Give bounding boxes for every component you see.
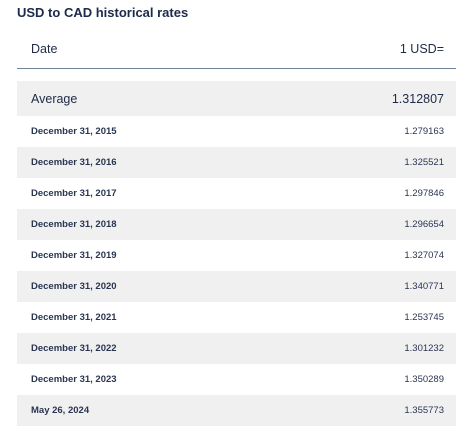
date-cell: December 31, 2018 [31,219,117,230]
data-row: December 31, 2023 1.350289 [17,364,456,395]
date-cell: December 31, 2016 [31,157,117,168]
rate-cell: 1.279163 [404,126,444,137]
rate-cell: 1.350289 [404,374,444,385]
date-cell: December 31, 2019 [31,250,117,261]
rate-cell: 1.296654 [404,219,444,230]
title: USD to CAD historical rates [17,5,189,20]
data-row: December 31, 2022 1.301232 [17,333,456,364]
average-label: Average [31,91,78,106]
rate-cell: 1.301232 [404,343,444,354]
date-cell: December 31, 2015 [31,126,117,137]
data-row: December 31, 2021 1.253745 [17,302,456,333]
average-row: Average 1.312807 [17,81,456,116]
date-cell: December 31, 2022 [31,343,117,354]
date-cell: December 31, 2023 [31,374,117,385]
rate-cell: 1.355773 [404,405,444,416]
header-cell: Date [31,42,58,56]
date-cell: December 31, 2021 [31,312,117,323]
rate-cell: 1.297846 [404,188,444,199]
average-value: 1.312807 [391,91,444,106]
header-cell: 1 USD= [399,42,444,56]
rate-cell: 1.340771 [404,281,444,292]
rates-table: Date 1 USD= Average 1.312807 December 31… [17,30,456,426]
rate-cell: 1.325521 [404,157,444,168]
data-row: December 31, 2016 1.325521 [17,147,456,178]
rate-cell: 1.253745 [404,312,444,323]
data-row: May 26, 2024 1.355773 [17,395,456,426]
header-row: Date 1 USD= [17,30,456,69]
data-row: December 31, 2017 1.297846 [17,178,456,209]
date-cell: May 26, 2024 [31,405,90,416]
data-row: December 31, 2020 1.340771 [17,271,456,302]
data-row: December 31, 2015 1.279163 [17,116,456,147]
data-row: December 31, 2018 1.296654 [17,209,456,240]
data-row: December 31, 2019 1.327074 [17,240,456,271]
rate-cell: 1.327074 [404,250,444,261]
date-cell: December 31, 2017 [31,188,117,199]
date-cell: December 31, 2020 [31,281,117,292]
